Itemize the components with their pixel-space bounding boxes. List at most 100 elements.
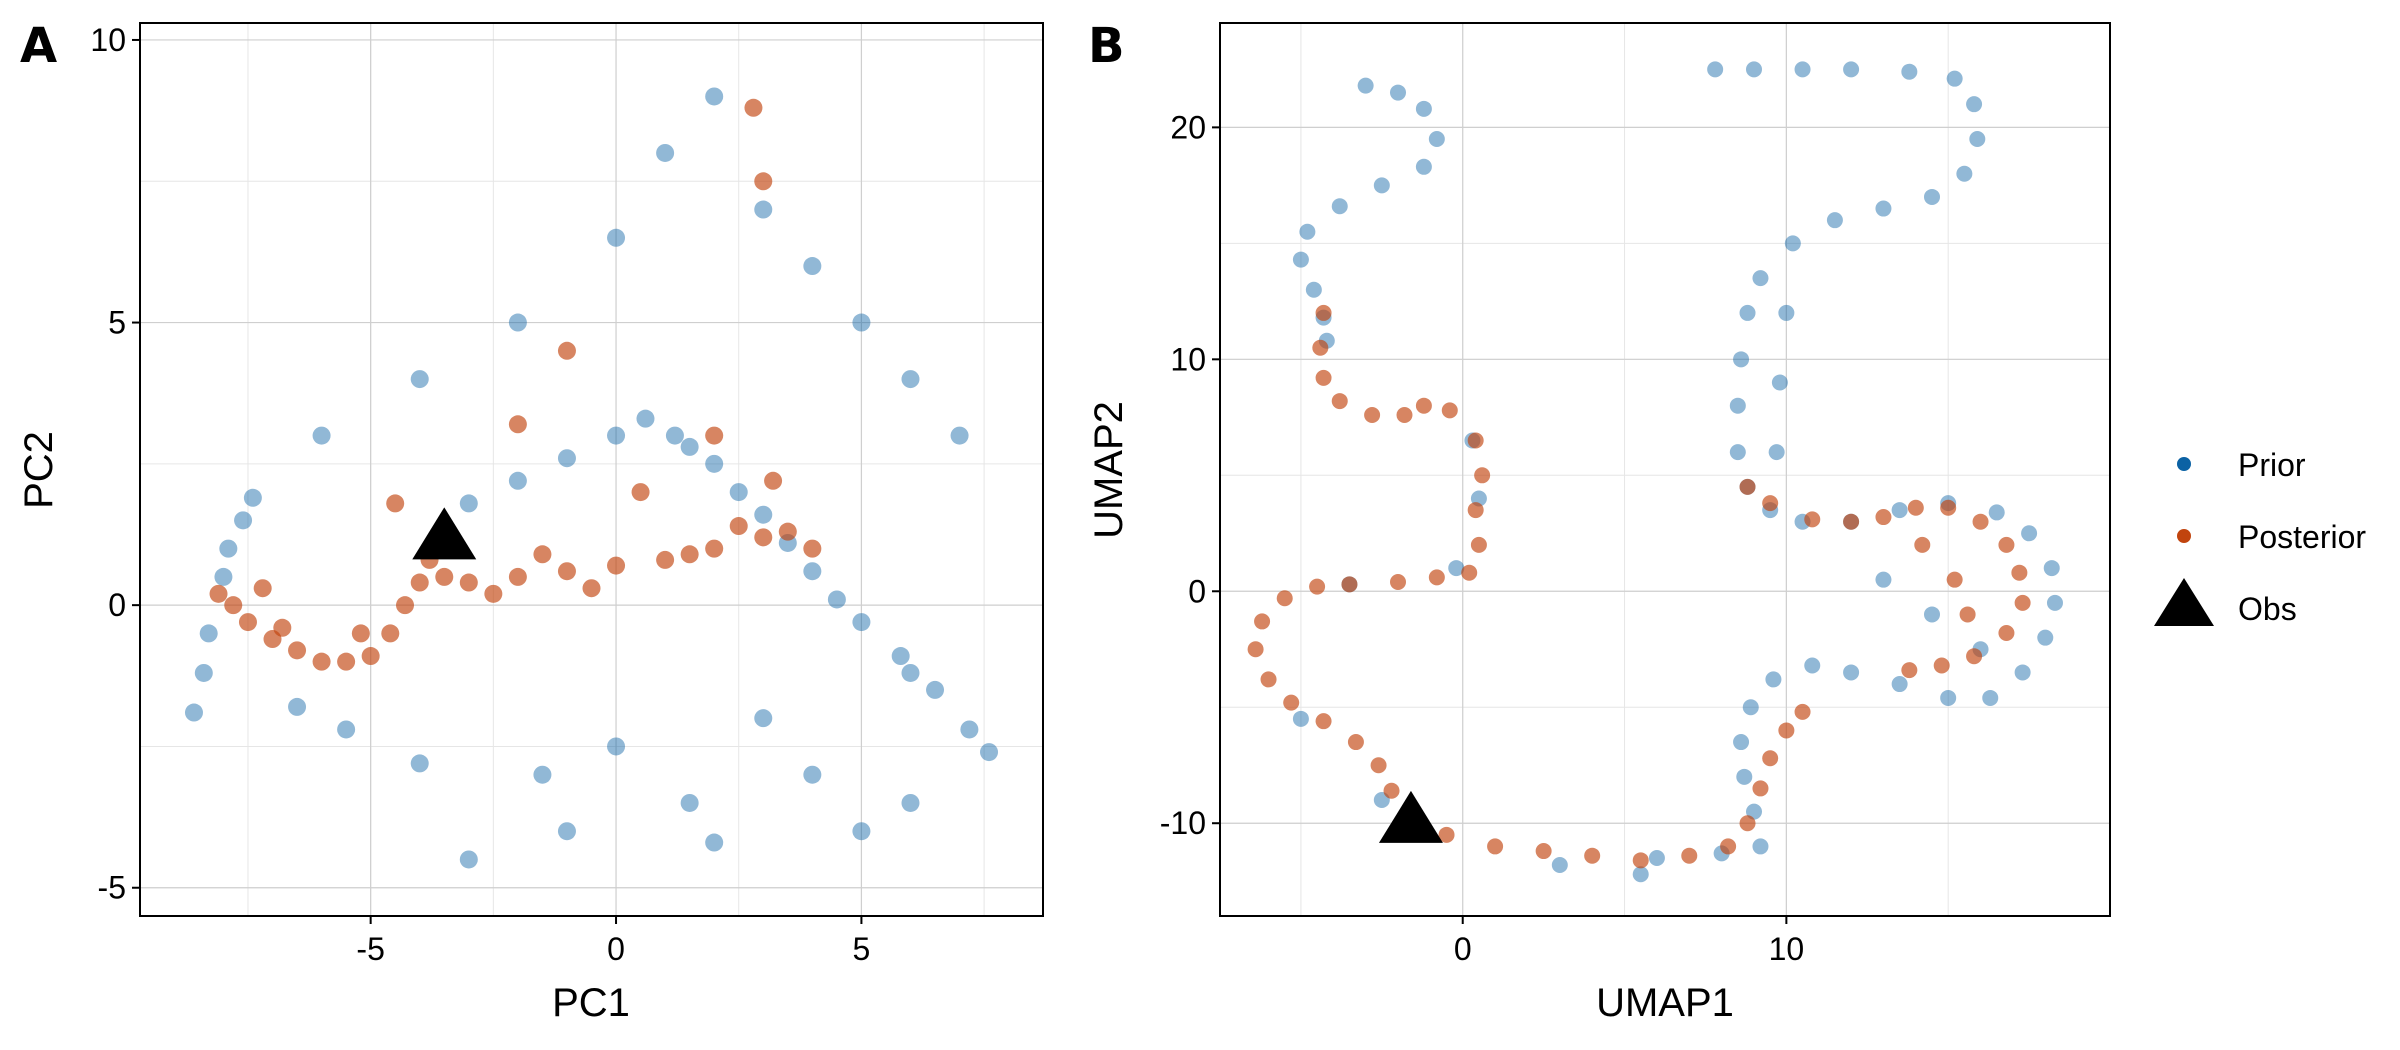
prior-point bbox=[754, 709, 773, 728]
prior-point bbox=[1946, 70, 1963, 87]
prior-point bbox=[410, 370, 429, 389]
posterior-point bbox=[1276, 590, 1293, 607]
posterior-point bbox=[1370, 757, 1387, 774]
posterior-point bbox=[778, 522, 797, 541]
posterior-point bbox=[1415, 397, 1432, 414]
prior-point bbox=[1966, 96, 1983, 113]
prior-point bbox=[2046, 594, 2063, 611]
prior-point bbox=[1794, 61, 1811, 78]
prior-point bbox=[199, 624, 218, 643]
prior-point bbox=[1901, 63, 1918, 80]
posterior-point bbox=[1914, 536, 1931, 553]
posterior-point bbox=[410, 573, 429, 592]
posterior-point bbox=[754, 528, 773, 547]
posterior-point bbox=[1901, 662, 1918, 679]
prior-point bbox=[980, 743, 999, 762]
posterior-point bbox=[1470, 536, 1487, 553]
prior-point bbox=[1843, 664, 1860, 681]
prior-point bbox=[508, 313, 527, 332]
prior-point bbox=[607, 737, 626, 756]
prior-point bbox=[1752, 270, 1769, 287]
prior-point bbox=[1771, 374, 1788, 391]
panel-b-points bbox=[1247, 61, 2063, 883]
posterior-point bbox=[1762, 750, 1779, 767]
panel-a-ticks: -5 0 5 -5 0 5 10 bbox=[90, 22, 870, 967]
posterior-point bbox=[361, 647, 380, 666]
prior-point bbox=[1891, 502, 1908, 519]
prior-point bbox=[1331, 198, 1348, 215]
prior-point bbox=[803, 562, 822, 581]
posterior-point bbox=[1875, 509, 1892, 526]
posterior-point bbox=[557, 341, 576, 360]
panel-a-grid bbox=[140, 23, 1043, 916]
prior-point bbox=[1373, 177, 1390, 194]
posterior-point bbox=[1428, 569, 1445, 586]
posterior-point bbox=[484, 584, 503, 603]
posterior-point bbox=[1331, 393, 1348, 410]
prior-point bbox=[901, 370, 920, 389]
prior-point bbox=[1390, 84, 1406, 101]
prior-point bbox=[656, 143, 675, 162]
posterior-point bbox=[607, 556, 626, 575]
panel-b-label: B bbox=[1088, 18, 1125, 74]
prior-point bbox=[288, 697, 307, 716]
prior-point bbox=[705, 833, 724, 852]
posterior-point bbox=[224, 596, 243, 615]
posterior-point bbox=[459, 573, 478, 592]
posterior-point bbox=[1312, 339, 1329, 356]
prior-point bbox=[1982, 689, 1999, 706]
posterior-point bbox=[1441, 402, 1458, 419]
prior-point bbox=[459, 494, 478, 513]
prior-point bbox=[1784, 235, 1801, 252]
posterior-point bbox=[680, 545, 699, 564]
posterior-point bbox=[2011, 564, 2028, 581]
prior-point bbox=[1632, 866, 1649, 883]
prior-point bbox=[1924, 606, 1940, 623]
posterior-point bbox=[1998, 625, 2015, 642]
prior-point bbox=[312, 426, 331, 445]
tick-label-y: 10 bbox=[90, 22, 126, 58]
prior-point bbox=[1969, 130, 1986, 147]
prior-point bbox=[1875, 200, 1892, 217]
prior-point bbox=[219, 539, 238, 558]
prior-point bbox=[1940, 689, 1957, 706]
prior-point bbox=[950, 426, 969, 445]
prior-point bbox=[1875, 571, 1892, 588]
posterior-point bbox=[1254, 613, 1271, 630]
prior-point bbox=[852, 313, 871, 332]
tick-label-y: 0 bbox=[108, 587, 126, 623]
prior-point bbox=[901, 793, 920, 812]
panel-b-xlabel: UMAP1 bbox=[1596, 981, 1734, 1025]
posterior-point bbox=[209, 584, 228, 603]
posterior-point bbox=[508, 415, 527, 434]
prior-point bbox=[557, 449, 576, 468]
prior-point bbox=[729, 483, 748, 502]
prior-point bbox=[1729, 444, 1746, 461]
posterior-point bbox=[764, 471, 783, 490]
tick-label-y: -10 bbox=[1160, 805, 1206, 841]
posterior-point bbox=[1341, 576, 1358, 593]
posterior-point bbox=[1972, 513, 1989, 530]
prior-point bbox=[508, 471, 527, 490]
posterior-point bbox=[1907, 499, 1924, 516]
posterior-point bbox=[351, 624, 370, 643]
legend-prior-label: Prior bbox=[2238, 447, 2306, 483]
tick-label-y: 10 bbox=[1170, 341, 1206, 377]
prior-point bbox=[754, 505, 773, 524]
prior-point bbox=[2043, 560, 2060, 577]
prior-point bbox=[1778, 304, 1795, 321]
posterior-point bbox=[1315, 713, 1332, 730]
prior-point bbox=[2037, 629, 2054, 646]
panel-a-xlabel: PC1 bbox=[552, 981, 630, 1025]
posterior-point bbox=[582, 579, 601, 598]
tick-label-x: -5 bbox=[356, 931, 384, 967]
posterior-point bbox=[273, 618, 292, 637]
prior-point bbox=[803, 765, 822, 784]
legend-obs-marker bbox=[2154, 578, 2214, 626]
prior-point bbox=[754, 200, 773, 219]
posterior-point bbox=[533, 545, 552, 564]
panel-b-grid bbox=[1220, 23, 2110, 916]
prior-point bbox=[1733, 734, 1750, 751]
posterior-point bbox=[1438, 826, 1455, 843]
prior-point bbox=[2014, 664, 2031, 681]
